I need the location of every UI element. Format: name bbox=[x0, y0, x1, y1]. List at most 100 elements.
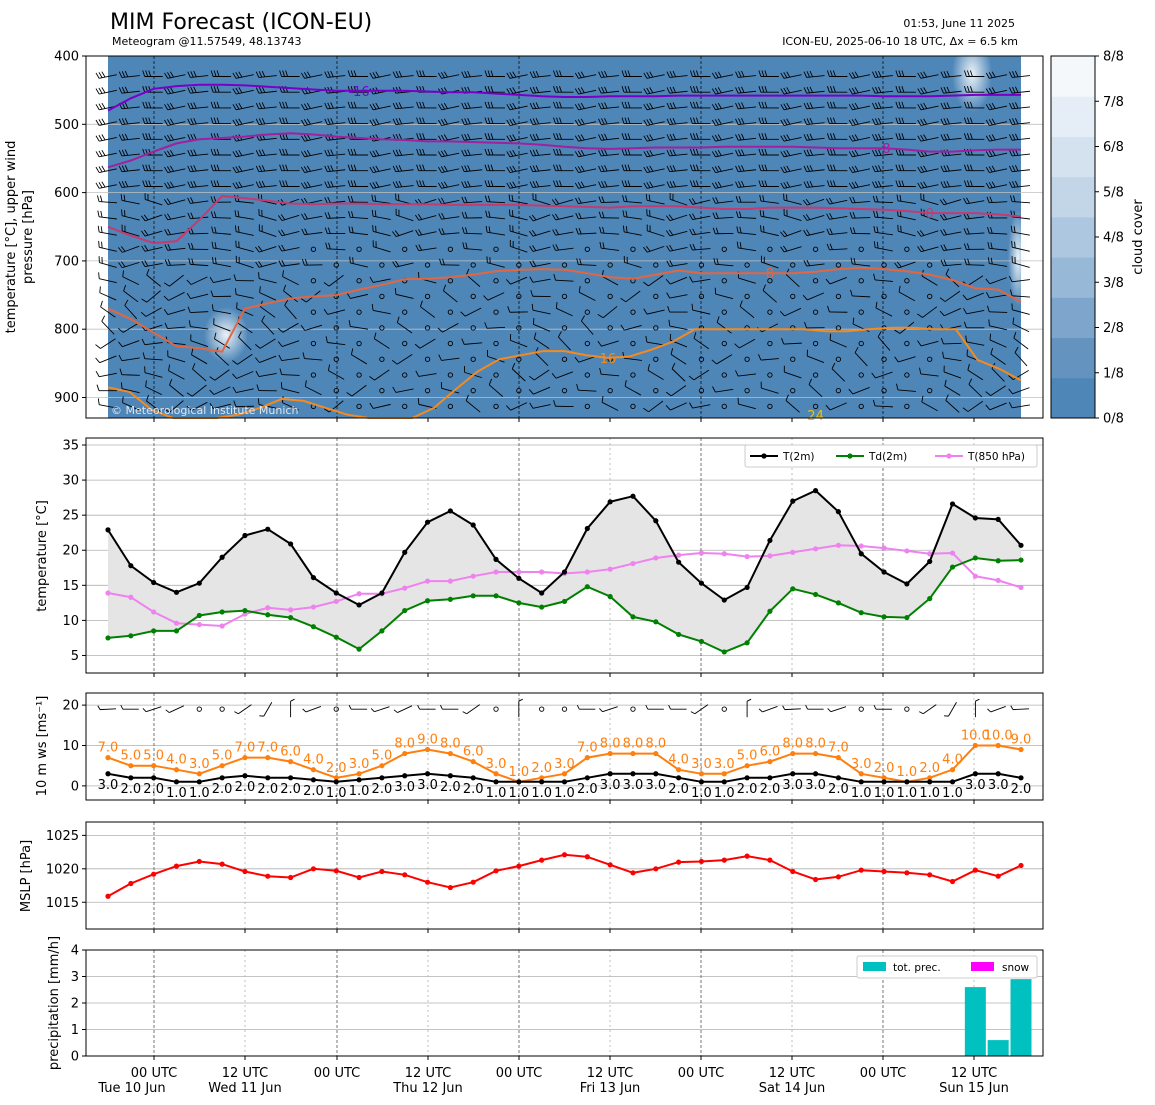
barb-flag bbox=[574, 182, 579, 189]
barb-flag bbox=[485, 225, 488, 233]
y-tick-label: 20 bbox=[62, 544, 79, 559]
barb-flag bbox=[347, 101, 351, 109]
barb-flag bbox=[786, 134, 791, 141]
series-0-point bbox=[128, 563, 134, 569]
wind-barb bbox=[848, 181, 871, 189]
barb-flag bbox=[419, 300, 423, 307]
wind-barb bbox=[666, 102, 688, 110]
barb-flag bbox=[829, 86, 833, 93]
wind-barb bbox=[691, 303, 711, 315]
barb-flag bbox=[375, 165, 380, 172]
barb-flag bbox=[758, 133, 762, 140]
barb-flag bbox=[97, 195, 100, 202]
barb-staff bbox=[875, 169, 893, 173]
barb-flag bbox=[735, 134, 739, 141]
barb-flag bbox=[532, 102, 537, 109]
barb-staff bbox=[98, 201, 118, 204]
barb-staff bbox=[327, 75, 346, 78]
barb-flag bbox=[988, 134, 993, 141]
date-label: Tue 10 Jun bbox=[97, 1081, 165, 1096]
barb-flag bbox=[917, 151, 922, 158]
barb-flag bbox=[532, 260, 537, 267]
gust-label: 3.0 bbox=[349, 757, 370, 772]
wind-barb bbox=[918, 704, 937, 715]
wind-barb bbox=[826, 70, 848, 77]
wind-barb bbox=[349, 256, 368, 268]
barb-flag bbox=[580, 71, 585, 78]
barb-flag bbox=[327, 149, 331, 156]
barb-flag bbox=[216, 148, 220, 156]
barb-flag bbox=[872, 165, 876, 172]
barb-flag bbox=[554, 198, 560, 205]
barb-flag bbox=[985, 119, 990, 126]
barb-flag bbox=[669, 181, 674, 188]
barb-flag bbox=[392, 261, 397, 268]
wind-barb bbox=[711, 71, 734, 79]
barb-flag bbox=[621, 133, 625, 140]
barb-flag bbox=[186, 392, 193, 397]
wind-barb bbox=[255, 117, 277, 125]
wind-barb bbox=[621, 86, 642, 93]
barb-flag bbox=[715, 212, 719, 219]
barb-flag bbox=[689, 70, 693, 77]
calm-marker bbox=[767, 278, 773, 284]
wind-barb bbox=[872, 86, 893, 94]
wind-barb bbox=[917, 71, 939, 79]
barb-flag bbox=[232, 88, 237, 95]
wind-barb bbox=[484, 70, 505, 77]
barb-flag bbox=[371, 209, 374, 217]
calm-marker bbox=[630, 309, 636, 315]
gust-label: 8.0 bbox=[440, 737, 461, 752]
wind-barb bbox=[348, 704, 368, 710]
y-tick-label: 500 bbox=[54, 118, 79, 133]
series-2-point bbox=[904, 548, 910, 554]
wind-barb bbox=[141, 338, 163, 346]
calm-marker bbox=[561, 706, 568, 712]
gust-series-point bbox=[219, 763, 225, 769]
gust-label: 10.0 bbox=[984, 728, 1013, 743]
wind-barb bbox=[96, 384, 117, 392]
barb-flag bbox=[806, 165, 811, 172]
barb-staff bbox=[281, 198, 300, 206]
barb-flag bbox=[1014, 180, 1019, 187]
barb-staff bbox=[397, 322, 413, 334]
barb-flag bbox=[783, 119, 788, 126]
barb-staff bbox=[648, 400, 664, 413]
barb-flag bbox=[735, 71, 739, 78]
barb-staff bbox=[510, 402, 528, 411]
barb-staff bbox=[258, 90, 277, 94]
barb-flag bbox=[531, 214, 537, 221]
wind-barb bbox=[461, 211, 483, 219]
wind-barb bbox=[758, 86, 779, 93]
barb-flag bbox=[95, 166, 100, 173]
barb-flag bbox=[649, 181, 654, 188]
barb-flag bbox=[101, 257, 103, 264]
barb-flag bbox=[665, 391, 672, 397]
barb-flag bbox=[601, 71, 605, 78]
wind-barb bbox=[438, 165, 460, 174]
barb-staff bbox=[167, 231, 186, 236]
barb-flag bbox=[509, 87, 514, 94]
barb-staff bbox=[943, 75, 962, 78]
wind-barb bbox=[278, 244, 300, 252]
barb-flag bbox=[487, 180, 491, 187]
barb-flag bbox=[649, 225, 651, 232]
mean-series-point bbox=[173, 779, 180, 785]
mslp-line-point bbox=[288, 874, 294, 881]
barb-flag bbox=[780, 119, 785, 126]
barb-staff bbox=[190, 293, 209, 300]
wind-barb bbox=[780, 165, 802, 174]
barb-staff bbox=[555, 215, 574, 221]
barb-flag bbox=[443, 118, 448, 125]
wind-barb bbox=[416, 164, 437, 172]
barb-flag bbox=[393, 709, 398, 713]
calm-marker bbox=[858, 309, 864, 315]
barb-staff bbox=[213, 247, 232, 251]
barb-staff bbox=[1012, 106, 1030, 110]
barb-flag bbox=[214, 226, 217, 234]
calm-marker bbox=[310, 372, 317, 378]
barb-flag bbox=[786, 102, 791, 109]
barb-flag bbox=[118, 87, 123, 94]
barb-flag bbox=[440, 103, 445, 110]
